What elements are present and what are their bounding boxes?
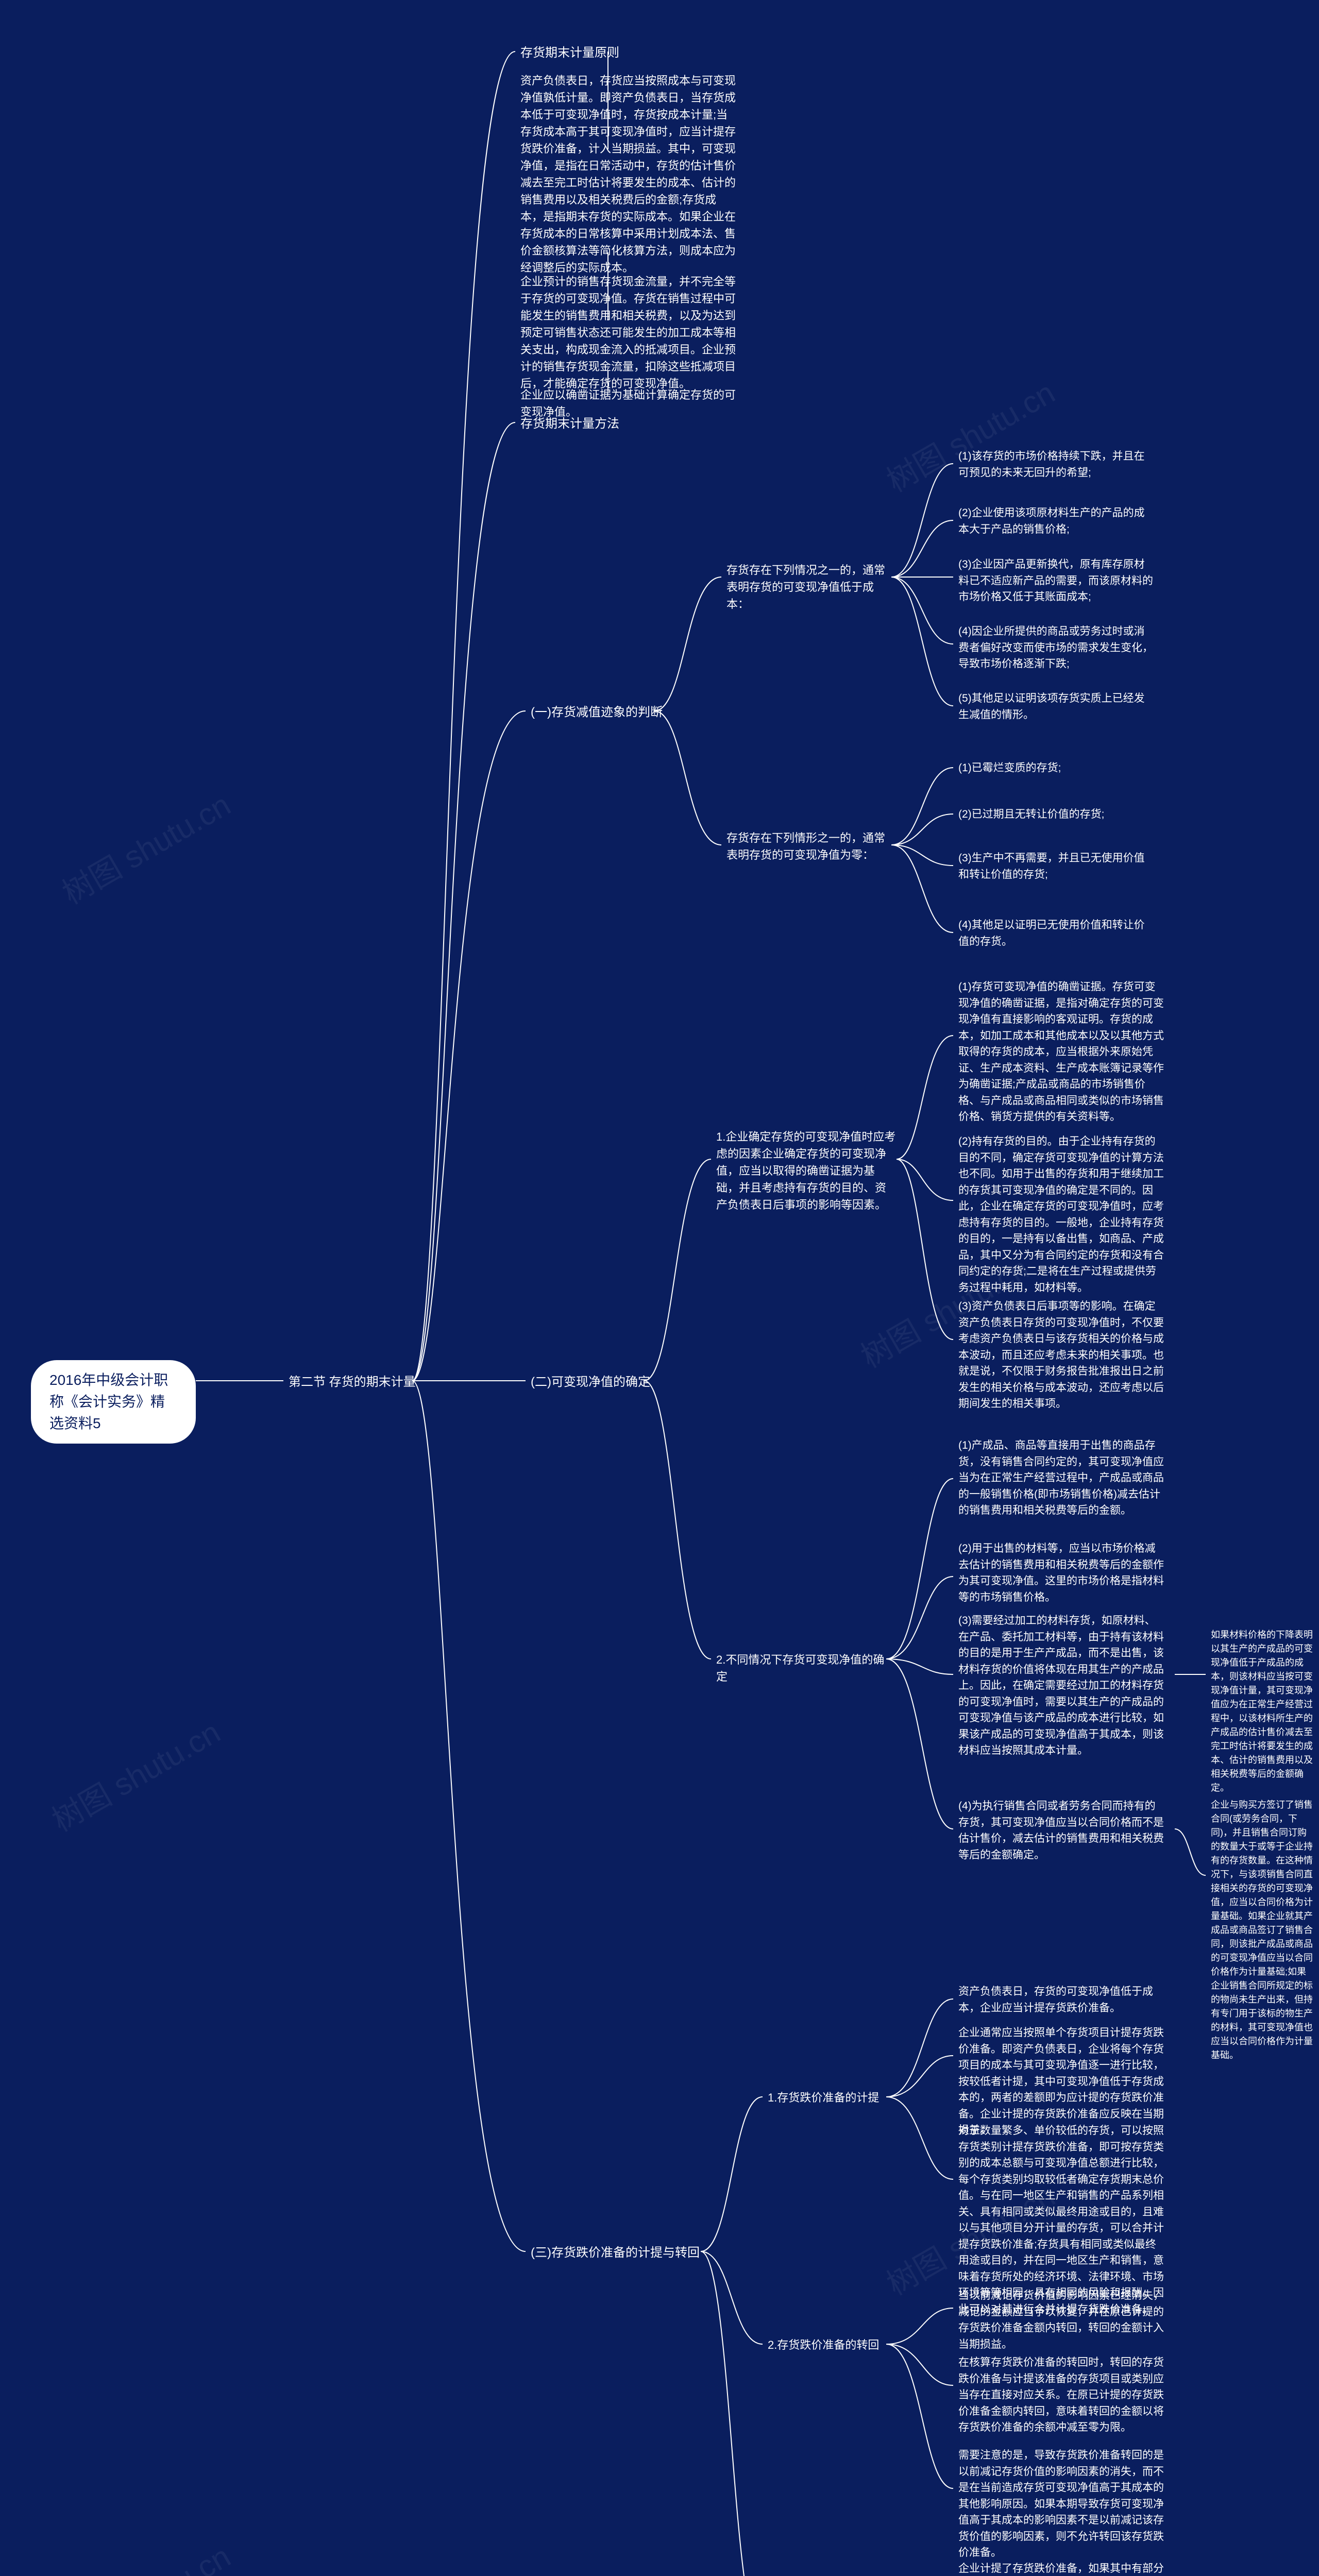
subsection-scenarios: 2.不同情况下存货可变现净值的确定 <box>716 1651 886 1685</box>
list-item: (3)企业因产品更新换代，原有库存原材料已不适应新产品的需要，而该原材料的市场价… <box>958 556 1154 605</box>
section-methods[interactable]: 存货期末计量方法 <box>520 415 619 433</box>
paragraph: (4)为执行销售合同或者劳务合同而持有的存货，其可变现净值应当以合同价格而不是估… <box>958 1798 1164 1863</box>
paragraph: (2)用于出售的材料等，应当以市场价格减去估计的销售费用和相关税费等后的金额作为… <box>958 1540 1164 1605</box>
list-item: (5)其他足以证明该项存货实质上已经发生减值的情形。 <box>958 690 1154 723</box>
watermark: 树图 shutu.cn <box>53 2532 238 2576</box>
paragraph: (1)存货可变现净值的确凿证据。存货可变现净值的确凿证据，是指对确定存货的可变现… <box>958 979 1164 1125</box>
watermark: 树图 shutu.cn <box>53 781 238 913</box>
root-node[interactable]: 2016年中级会计职称《会计实务》精选资料5 <box>31 1360 196 1444</box>
paragraph: (3)资产负债表日后事项等的影响。在确定资产负债表日存货的可变现净值时，不仅要考… <box>958 1298 1164 1412</box>
section-principle[interactable]: 存货期末计量原则 <box>520 44 619 62</box>
paragraph: 资产负债表日，存货的可变现净值低于成本，企业应当计提存货跌价准备。 <box>958 1984 1164 2016</box>
paragraph: 当以前减记存货价值的影响因素已经消失，减记的金额应当予以恢复，并在原已计提的存货… <box>958 2287 1164 2352</box>
list-item: (2)企业使用该项原材料生产的产品的成本大于产品的销售价格; <box>958 505 1154 537</box>
paragraph: 在核算存货跌价准备的转回时，转回的存货跌价准备与计提该准备的存货项目或类别应当存… <box>958 2354 1164 2436</box>
list-item: (4)因企业所提供的商品或劳务过时或消费者偏好改变而使市场的需求发生变化，导致市… <box>958 623 1154 672</box>
subsection-zero-value: 存货存在下列情形之一的，通常表明存货的可变现净值为零： <box>726 829 891 863</box>
list-item: (1)该存货的市场价格持续下跌，并且在可预见的未来无回升的希望; <box>958 448 1154 481</box>
list-item: (1)已霉烂变质的存货; <box>958 760 1061 776</box>
paragraph: 需要注意的是，导致存货跌价准备转回的是以前减记存货价值的影响因素的消失，而不是在… <box>958 2447 1164 2561</box>
subsection-reversal: 2.存货跌价准备的转回 <box>768 2336 879 2353</box>
subsection-accrual: 1.存货跌价准备的计提 <box>768 2089 879 2106</box>
watermark: 树图 shutu.cn <box>877 368 1062 501</box>
section-nrv[interactable]: (二)可变现净值的确定 <box>531 1373 650 1392</box>
mindmap-container: 树图 shutu.cn 树图 shutu.cn 树图 shutu.cn 树图 s… <box>0 0 1319 2576</box>
paragraph-detail: 如果材料价格的下降表明以其生产的产成品的可变现净值低于产成品的成本，则该材料应当… <box>1211 1628 1314 1795</box>
list-item: (3)生产中不再需要，并且已无使用价值和转让价值的存货; <box>958 850 1154 883</box>
list-item: (2)已过期且无转让价值的存货; <box>958 806 1105 823</box>
paragraph: (3)需要经过加工的材料存货，如原材料、在产品、委托加工材料等，由于持有该材料的… <box>958 1613 1164 1759</box>
section-title[interactable]: 第二节 存货的期末计量 <box>289 1373 416 1392</box>
paragraph: 企业预计的销售存货现金流量，并不完全等于存货的可变现净值。存货在销售过程中可能发… <box>520 273 737 392</box>
paragraph: 企业通常应当按照单个存货项目计提存货跌价准备。即资产负债表日，企业将每个存货项目… <box>958 2025 1164 2139</box>
subsection-below-cost: 存货存在下列情况之一的，通常表明存货的可变现净值低于成本： <box>726 562 891 613</box>
subsection-factors: 1.企业确定存货的可变现净值时应考虑的因素企业确定存货的可变现净值，应当以取得的… <box>716 1128 897 1213</box>
paragraph: (1)产成品、商品等直接用于出售的商品存货，没有销售合同约定的，其可变现净值应当… <box>958 1437 1164 1519</box>
watermark: 树图 shutu.cn <box>43 1708 227 1840</box>
list-item: (4)其他足以证明已无使用价值和转让价值的存货。 <box>958 917 1154 950</box>
paragraph: 资产负债表日，存货应当按照成本与可变现净值孰低计量。即资产负债表日，当存货成本低… <box>520 72 737 276</box>
section-provision[interactable]: (三)存货跌价准备的计提与转回 <box>531 2244 700 2262</box>
paragraph: (2)持有存货的目的。由于企业持有存货的目的不同，确定存货可变现净值的计算方法也… <box>958 1133 1164 1296</box>
section-impairment[interactable]: (一)存货减值迹象的判断 <box>531 703 663 722</box>
paragraph-detail: 企业与购买方签订了销售合同(或劳务合同，下同)，并且销售合同订购的数量大于或等于… <box>1211 1798 1314 2062</box>
paragraph: 企业计提了存货跌价准备，如果其中有部分存货已经销售，则企业在结转销售成本时，应同… <box>958 2561 1164 2576</box>
